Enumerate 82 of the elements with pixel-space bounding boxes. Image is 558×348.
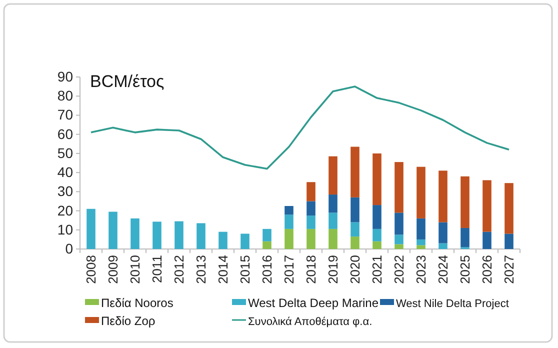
bar bbox=[504, 183, 514, 234]
bar bbox=[306, 182, 316, 202]
x-tick-label: 2027 bbox=[502, 255, 517, 284]
x-tick-label: 2013 bbox=[194, 255, 209, 284]
x-tick-label: 2015 bbox=[238, 255, 253, 284]
bar bbox=[328, 156, 338, 195]
bar bbox=[416, 239, 426, 246]
bar bbox=[284, 228, 294, 249]
x-tick-label: 2023 bbox=[414, 255, 429, 284]
bar bbox=[152, 222, 162, 249]
bar bbox=[416, 245, 426, 249]
x-tick-label: 2022 bbox=[392, 255, 407, 284]
bar bbox=[350, 146, 360, 198]
y-axis-title: BCM/έτος bbox=[90, 72, 164, 91]
bar bbox=[438, 222, 448, 244]
bar bbox=[372, 205, 382, 229]
bar bbox=[130, 218, 140, 249]
x-tick-label: 2008 bbox=[84, 255, 99, 284]
bar bbox=[262, 241, 272, 249]
bar bbox=[394, 162, 404, 213]
y-tick-label: 40 bbox=[57, 164, 74, 180]
x-tick-label: 2017 bbox=[282, 255, 297, 284]
bar bbox=[416, 218, 426, 240]
bar bbox=[394, 212, 404, 235]
legend-label: Πεδία Nooros bbox=[101, 296, 174, 310]
bar bbox=[372, 153, 382, 206]
bar bbox=[306, 216, 316, 229]
legend-label: West Nile Delta Project bbox=[396, 298, 509, 310]
bar bbox=[284, 214, 294, 229]
bar bbox=[350, 197, 360, 222]
bar bbox=[328, 212, 338, 229]
bar bbox=[372, 241, 382, 249]
bar bbox=[482, 180, 492, 232]
legend-label: Συνολικά Αποθέματα φ.α. bbox=[248, 316, 372, 328]
x-tick-label: 2025 bbox=[458, 255, 473, 284]
y-tick-label: 10 bbox=[57, 221, 74, 238]
x-tick-label: 2011 bbox=[150, 255, 165, 283]
bar bbox=[328, 228, 338, 249]
x-tick-label: 2010 bbox=[128, 255, 143, 284]
bar bbox=[306, 228, 316, 249]
bar bbox=[174, 221, 184, 249]
bar bbox=[108, 212, 118, 249]
bar bbox=[196, 223, 206, 249]
x-tick-label: 2016 bbox=[260, 255, 275, 284]
bar bbox=[86, 208, 96, 249]
y-tick-label: 0 bbox=[65, 240, 74, 256]
y-tick-label: 50 bbox=[57, 144, 74, 161]
x-tick-label: 2024 bbox=[436, 255, 451, 284]
bar bbox=[394, 234, 404, 244]
y-tick-label: 70 bbox=[57, 106, 74, 123]
bar bbox=[218, 232, 228, 249]
bar bbox=[438, 243, 448, 249]
bar bbox=[416, 166, 426, 218]
bar bbox=[372, 228, 382, 242]
bar bbox=[262, 228, 272, 242]
y-tick-label: 30 bbox=[57, 183, 74, 200]
x-tick-label: 2009 bbox=[106, 255, 121, 284]
bar bbox=[350, 222, 360, 237]
bar bbox=[460, 176, 470, 228]
bar bbox=[350, 236, 360, 249]
bar bbox=[328, 194, 338, 213]
bar bbox=[284, 206, 294, 215]
y-tick-label: 90 bbox=[57, 68, 74, 84]
bar bbox=[240, 234, 250, 249]
x-tick-label: 2026 bbox=[480, 255, 495, 284]
y-tick-label: 80 bbox=[57, 88, 74, 104]
y-tick-label: 20 bbox=[57, 202, 74, 218]
x-tick-label: 2018 bbox=[304, 255, 319, 284]
x-tick-label: 2014 bbox=[216, 255, 231, 284]
x-tick-label: 2020 bbox=[348, 255, 363, 284]
y-tick-label: 60 bbox=[57, 126, 74, 142]
legend-label: Πεδίο Ζορ bbox=[101, 314, 156, 328]
x-tick-label: 2012 bbox=[172, 255, 187, 284]
x-tick-label: 2021 bbox=[370, 255, 385, 284]
bar bbox=[394, 244, 404, 249]
bar bbox=[482, 232, 492, 249]
legend-label: West Delta Deep Marine bbox=[248, 296, 379, 310]
bar bbox=[504, 234, 514, 249]
bar bbox=[306, 201, 316, 216]
bar bbox=[438, 170, 448, 222]
x-tick-label: 2019 bbox=[326, 255, 341, 284]
bar bbox=[460, 228, 470, 248]
